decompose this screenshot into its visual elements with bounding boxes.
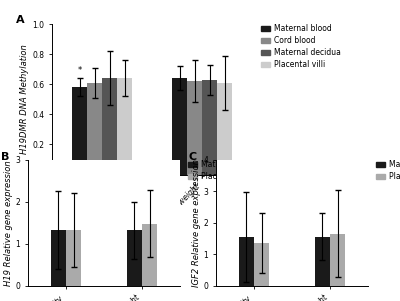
Text: C: C <box>189 152 197 162</box>
Bar <box>142 224 157 286</box>
Bar <box>330 234 345 286</box>
Bar <box>87 83 102 175</box>
Y-axis label: IGF2 Relative gene expression: IGF2 Relative gene expression <box>192 159 201 287</box>
Legend: Maternal decidua, Placental villi: Maternal decidua, Placental villi <box>184 157 270 184</box>
Bar <box>51 230 66 286</box>
Legend: Maternal blood, Cord blood, Maternal decidua, Placental villi: Maternal blood, Cord blood, Maternal dec… <box>258 21 344 72</box>
Bar <box>172 78 187 175</box>
Legend: Maternal decidua, Placental villi: Maternal decidua, Placental villi <box>372 157 400 184</box>
Bar <box>239 237 254 286</box>
Bar <box>315 237 330 286</box>
Text: B: B <box>1 152 9 162</box>
Text: A: A <box>16 15 25 25</box>
Bar <box>102 78 117 175</box>
Bar <box>72 87 87 175</box>
Bar <box>187 81 202 175</box>
Text: *: * <box>77 66 82 75</box>
Y-axis label: H19 Relative gene expression: H19 Relative gene expression <box>4 160 13 286</box>
Bar <box>217 83 232 175</box>
Bar <box>254 243 269 286</box>
Bar <box>127 230 142 286</box>
Y-axis label: H19DMR DNA Methylation: H19DMR DNA Methylation <box>20 45 30 154</box>
Bar <box>66 230 81 286</box>
Bar <box>202 80 217 175</box>
Bar <box>117 78 132 175</box>
